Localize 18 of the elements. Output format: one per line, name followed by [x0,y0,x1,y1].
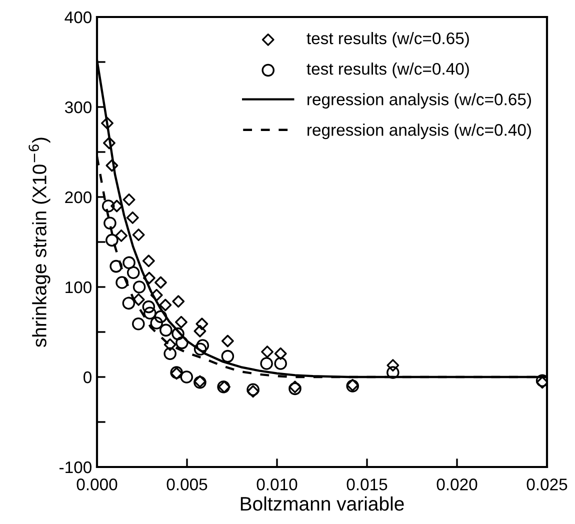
x-axis-title: Boltzmann variable [240,496,404,511]
y-tick-label: -100 [60,461,92,474]
x-tick-label: 0.025 [526,478,568,490]
y-tick-label: 0 [84,371,92,384]
x-tick-label: 0.015 [346,478,388,490]
y-tick-label: 400 [64,11,92,24]
y-axis-title: shrinkage strain (X10$^{−6}$) [28,138,50,348]
y-tick-label: 200 [65,191,92,204]
legend-label: regression analysis (w/c=0.40) [308,124,531,140]
x-tick-label: 0.020 [436,478,478,490]
legend-label: regression analysis (w/c=0.65) [308,93,531,109]
legend-label: test results (w/c=0.40) [306,62,469,78]
x-tick-label: 0.000 [76,478,118,490]
legend-label: test results (w/c=0.65) [306,32,469,48]
x-tick-label: 0.005 [166,478,208,490]
y-tick-label: 300 [64,101,92,114]
y-tick-label: 100 [66,281,92,294]
x-tick-label: 0.010 [256,478,298,490]
